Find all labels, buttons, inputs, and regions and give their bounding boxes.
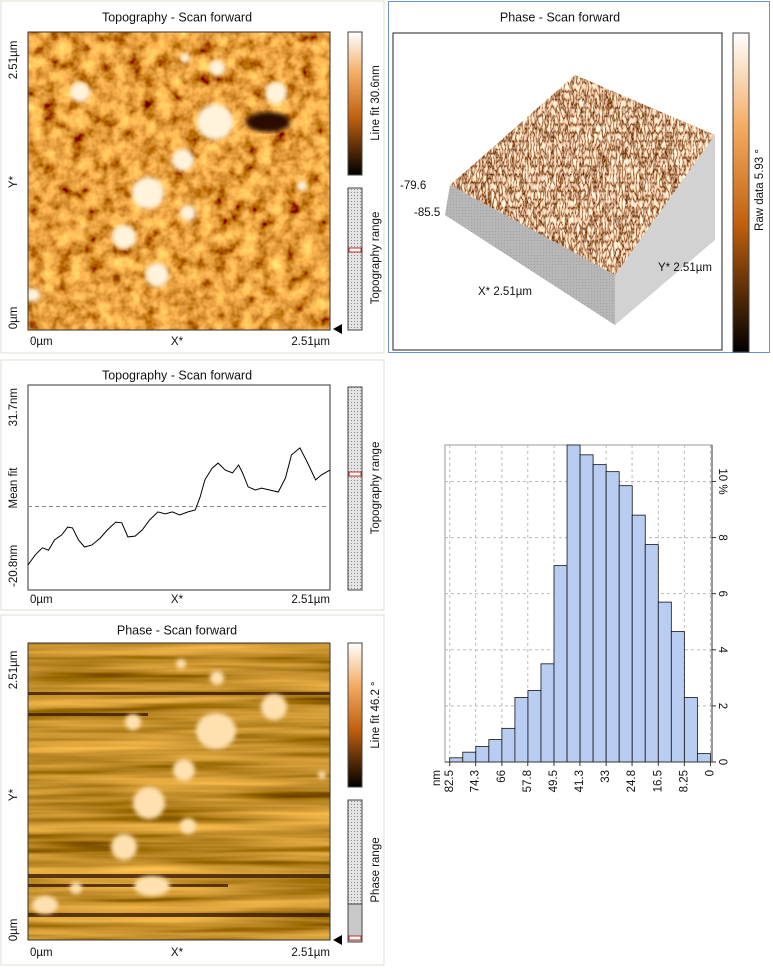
bar [631,514,646,763]
bar [566,444,581,763]
x-tick-label: 24.8 [626,770,638,792]
x-tick-label: 0µm [30,594,53,606]
bar [696,753,711,763]
y-bottom-label: 0µm [8,919,20,942]
x-tick-label: 33 [600,770,612,783]
colorbar-label: Line fit 30.6nm [370,65,382,140]
bar [592,464,607,763]
y-axis-label: Y* 2.51µm [658,262,712,274]
range-label: Phase range [370,837,382,902]
range-marker [348,471,362,477]
y-bottom-label: 0µm [8,307,20,330]
y-tick-label: 31.7nm [8,388,20,426]
y-tick-label: 8 [716,534,728,540]
colorbar [347,642,363,788]
x-tick-label: 41.3 [574,770,586,792]
colorbar [732,32,750,353]
range-fill [347,903,363,943]
range-box [347,187,363,331]
x-tick-label: 66 [496,770,508,783]
x-tick-label: 16.5 [652,770,664,792]
plot-frame [27,384,331,591]
bar [488,739,503,763]
panel-title: Phase - Scan forward [117,623,237,637]
z-top-label: -79.6 [400,180,426,192]
y-tick-label: 6 [716,590,728,596]
x-tick-label: 74.3 [470,770,482,792]
range-box [347,386,363,591]
y-tick-label: 0 [716,759,728,765]
y-axis-label: Mean fit [8,467,20,509]
range-marker [348,247,362,253]
panel-title: Topography - Scan forward [102,10,252,24]
range-marker [348,935,362,941]
bar [670,631,685,763]
range-label: Topography range [370,442,382,535]
x-right-label: 2.51µm [291,947,330,959]
panel-title: Topography - Scan forward [102,368,252,382]
image-frame [27,642,331,941]
bar [605,471,620,763]
x-tick-label: 2.51µm [291,594,330,606]
pointer[interactable] [333,935,342,945]
x-tick-label: 0 [704,770,716,776]
y-tick-label: 10 % [716,468,728,494]
x-axis-label: nm [431,770,443,786]
topography-image [28,32,330,330]
x-axis-label: X* [171,336,184,348]
bar [644,544,659,763]
y-axis-label: Y* [8,175,20,188]
y-tick-label: 2 [716,703,728,709]
phase-3d-panel: Phase - Scan forward -79.6 -85.5 X* 2.51… [388,1,770,353]
image-frame [27,31,331,331]
bar [449,757,464,763]
colorbar [347,31,363,176]
x-axis-label: X* [171,594,184,606]
phase-image [28,643,330,940]
x-axis-label: X* [171,947,184,959]
y-top-label: 2.51µm [8,41,20,80]
surface-side [615,135,715,325]
profile-line [27,447,331,566]
bar [579,454,594,763]
bar [514,697,529,763]
x-right-label: 2.51µm [291,336,330,348]
y-tick-label: -20.8nm [8,545,20,587]
phase-panel: Phase - Scan forward 2.51µm Y* 0µm 0µm X… [0,614,385,966]
colorbar-label: Line fit 46.2 ° [370,681,382,748]
y-axis-label: Y* [8,788,20,801]
bar [475,746,490,763]
x-tick-label: 8.25 [678,770,690,792]
x-left-label: 0µm [30,336,53,348]
panel-title: Phase - Scan forward [500,10,620,24]
bar [540,663,555,763]
y-tick-label: 4 [716,647,728,654]
bar [501,727,516,763]
colorbar-label: Raw data 5.93 ° [754,149,766,231]
x-axis-label: X* 2.51µm [478,286,532,298]
pointer[interactable] [333,324,342,334]
x-tick-label: 82.5 [444,770,456,792]
topography-panel: Topography - Scan forward 2.51µm Y* 0µm … [0,0,385,354]
bar [657,601,672,763]
bar [527,690,542,763]
z-bottom-label: -85.5 [414,207,440,219]
profile-panel: Topography - Scan forward Mean fit X* To… [0,359,385,611]
x-left-label: 0µm [30,947,53,959]
y-top-label: 2.51µm [8,651,20,690]
bar [553,565,568,763]
bar [462,751,477,763]
range-label: Topography range [370,212,382,305]
bar [618,485,633,763]
bar [683,697,698,763]
x-tick-label: 49.5 [548,770,560,792]
x-tick-label: 57.8 [522,770,534,792]
